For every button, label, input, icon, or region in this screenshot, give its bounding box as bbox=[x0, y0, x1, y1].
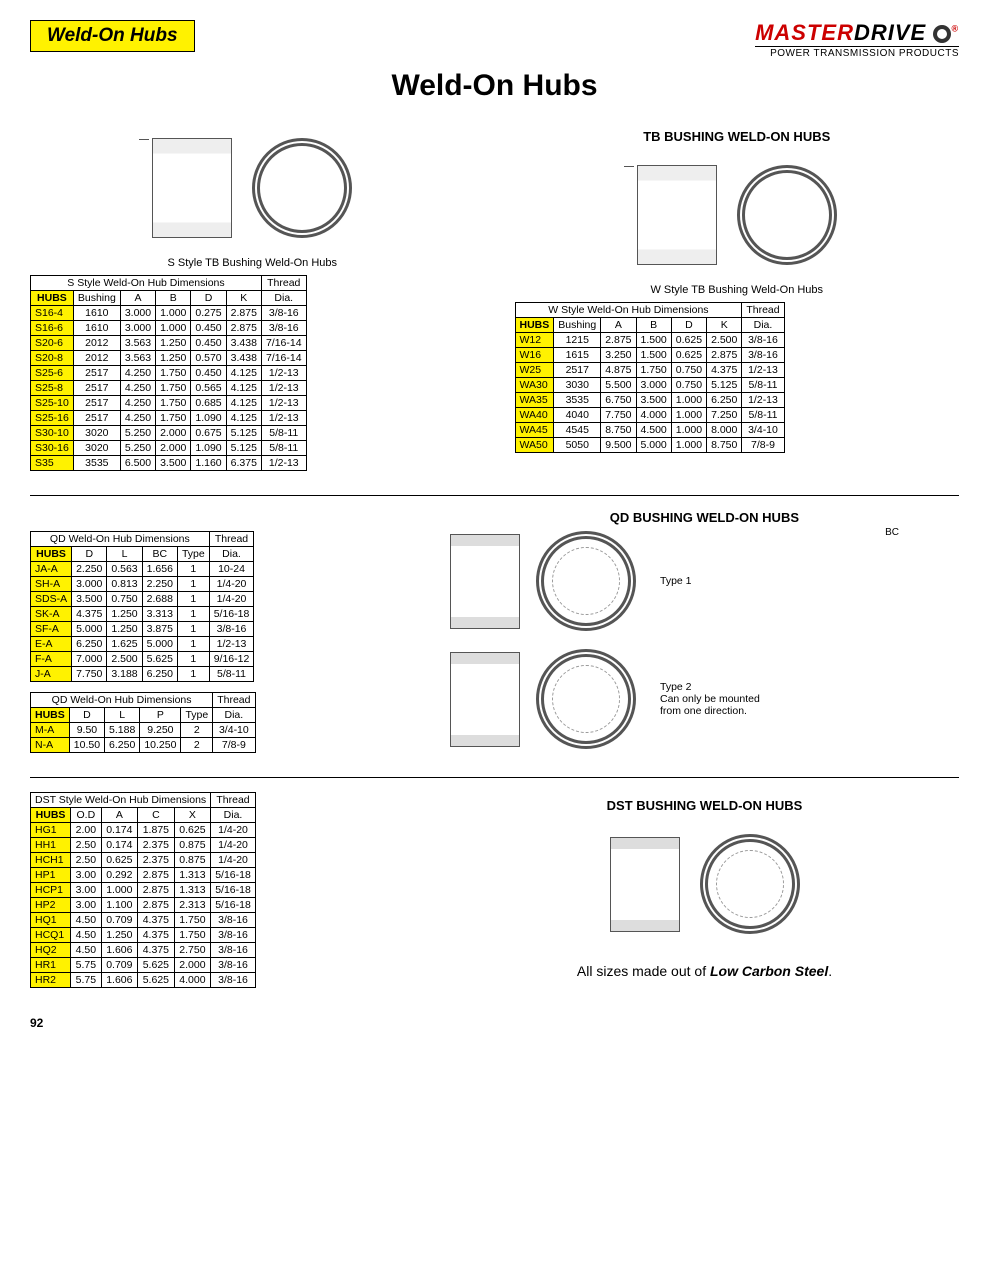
table-row: S25-1625174.2501.7501.0904.1251/2-13 bbox=[31, 411, 307, 426]
table-row: S25-625174.2501.7500.4504.1251/2-13 bbox=[31, 366, 307, 381]
qd-section-title: QD BUSHING WELD-ON HUBS bbox=[30, 510, 799, 525]
table-row: HCH12.500.6252.3750.8751/4-20 bbox=[31, 853, 256, 868]
table-row: S30-1630205.2502.0001.0905.1255/8-11 bbox=[31, 441, 307, 456]
table-row: HQ14.500.7094.3751.7503/8-16 bbox=[31, 913, 256, 928]
qd-table-2: QD Weld-On Hub DimensionsThreadHUBSDLPTy… bbox=[30, 692, 256, 753]
w-style-diagram bbox=[515, 150, 960, 280]
table-row: WA4545458.7504.5001.0008.0003/4-10 bbox=[515, 423, 784, 438]
type2-note: Can only be mounted from one direction. bbox=[660, 693, 770, 717]
page-title: Weld-On Hubs bbox=[30, 69, 959, 103]
table-row: HH12.500.1742.3750.8751/4-20 bbox=[31, 838, 256, 853]
page-header: Weld-On Hubs MASTERDRIVE ® POWER TRANSMI… bbox=[30, 20, 959, 59]
table-row: HQ24.501.6064.3752.7503/8-16 bbox=[31, 943, 256, 958]
tb-section: S Style TB Bushing Weld-On Hubs S Style … bbox=[30, 123, 959, 481]
section-banner: Weld-On Hubs bbox=[30, 20, 195, 52]
table-row: HR25.751.6065.6254.0003/8-16 bbox=[31, 973, 256, 988]
dst-diagram bbox=[450, 819, 959, 949]
dst-section-title: DST BUSHING WELD-ON HUBS bbox=[450, 798, 959, 813]
table-row: HCP13.001.0002.8751.3135/16-18 bbox=[31, 883, 256, 898]
brand-block: MASTERDRIVE ® POWER TRANSMISSION PRODUCT… bbox=[755, 20, 959, 59]
qd-table-1: QD Weld-On Hub DimensionsThreadHUBSDLBCT… bbox=[30, 531, 254, 682]
table-row: WA3030305.5003.0000.7505.1255/8-11 bbox=[515, 378, 784, 393]
table-row: E-A6.2501.6255.00011/2-13 bbox=[31, 637, 254, 652]
table-row: SDS-A3.5000.7502.68811/4-20 bbox=[31, 592, 254, 607]
table-row: HCQ14.501.2504.3751.7503/8-16 bbox=[31, 928, 256, 943]
table-row: SF-A5.0001.2503.87513/8-16 bbox=[31, 622, 254, 637]
brand-name: MASTERDRIVE ® bbox=[755, 20, 959, 46]
table-row: S3535356.5003.5001.1606.3751/2-13 bbox=[31, 456, 307, 471]
s-style-diagram bbox=[30, 123, 475, 253]
table-row: SH-A3.0000.8132.25011/4-20 bbox=[31, 577, 254, 592]
w-style-table: W Style Weld-On Hub DimensionsThreadHUBS… bbox=[515, 302, 785, 453]
table-row: WA5050509.5005.0001.0008.7507/8-9 bbox=[515, 438, 784, 453]
table-row: W1616153.2501.5000.6252.8753/8-16 bbox=[515, 348, 784, 363]
table-row: HG12.000.1741.8750.6251/4-20 bbox=[31, 823, 256, 838]
table-row: HP23.001.1002.8752.3135/16-18 bbox=[31, 898, 256, 913]
table-row: M-A9.505.1889.25023/4-10 bbox=[31, 723, 256, 738]
table-row: W1212152.8751.5000.6252.5003/8-16 bbox=[515, 333, 784, 348]
type2-label: Type 2 bbox=[660, 681, 770, 693]
table-row: S25-1025174.2501.7500.6854.1251/2-13 bbox=[31, 396, 307, 411]
table-row: S16-616103.0001.0000.4502.8753/8-16 bbox=[31, 321, 307, 336]
qd-diagrams: BC Type 1 Type 2 Can only be mounted fro… bbox=[450, 531, 959, 749]
table-row: S16-416103.0001.0000.2752.8753/8-16 bbox=[31, 306, 307, 321]
table-row: JA-A2.2500.5631.656110-24 bbox=[31, 562, 254, 577]
dst-section: DST Style Weld-On Hub DimensionsThreadHU… bbox=[30, 792, 959, 998]
table-row: F-A7.0002.5005.62519/16-12 bbox=[31, 652, 254, 667]
s-style-caption: S Style TB Bushing Weld-On Hubs bbox=[30, 257, 475, 269]
gear-icon bbox=[933, 25, 951, 43]
table-row: S20-820123.5631.2500.5703.4387/16-14 bbox=[31, 351, 307, 366]
s-style-table: S Style Weld-On Hub DimensionsThreadHUBS… bbox=[30, 275, 307, 471]
type1-label: Type 1 bbox=[660, 575, 692, 587]
table-row: WA3535356.7503.5001.0006.2501/2-13 bbox=[515, 393, 784, 408]
table-row: N-A10.506.25010.25027/8-9 bbox=[31, 738, 256, 753]
table-row: HP13.000.2922.8751.3135/16-18 bbox=[31, 868, 256, 883]
table-row: S20-620123.5631.2500.4503.4387/16-14 bbox=[31, 336, 307, 351]
bc-label: BC bbox=[885, 527, 899, 538]
dst-table: DST Style Weld-On Hub DimensionsThreadHU… bbox=[30, 792, 256, 988]
tb-section-title: TB BUSHING WELD-ON HUBS bbox=[515, 129, 960, 144]
footer-note: All sizes made out of Low Carbon Steel. bbox=[450, 963, 959, 979]
table-row: S30-1030205.2502.0000.6755.1255/8-11 bbox=[31, 426, 307, 441]
table-row: W2525174.8751.7500.7504.3751/2-13 bbox=[515, 363, 784, 378]
w-style-caption: W Style TB Bushing Weld-On Hubs bbox=[515, 284, 960, 296]
qd-section: QD Weld-On Hub DimensionsThreadHUBSDLBCT… bbox=[30, 531, 959, 763]
brand-tagline: POWER TRANSMISSION PRODUCTS bbox=[755, 46, 959, 59]
table-row: HR15.750.7095.6252.0003/8-16 bbox=[31, 958, 256, 973]
table-row: S25-825174.2501.7500.5654.1251/2-13 bbox=[31, 381, 307, 396]
table-row: WA4040407.7504.0001.0007.2505/8-11 bbox=[515, 408, 784, 423]
table-row: J-A7.7503.1886.25015/8-11 bbox=[31, 667, 254, 682]
table-row: SK-A4.3751.2503.31315/16-18 bbox=[31, 607, 254, 622]
page-number: 92 bbox=[30, 1016, 959, 1030]
